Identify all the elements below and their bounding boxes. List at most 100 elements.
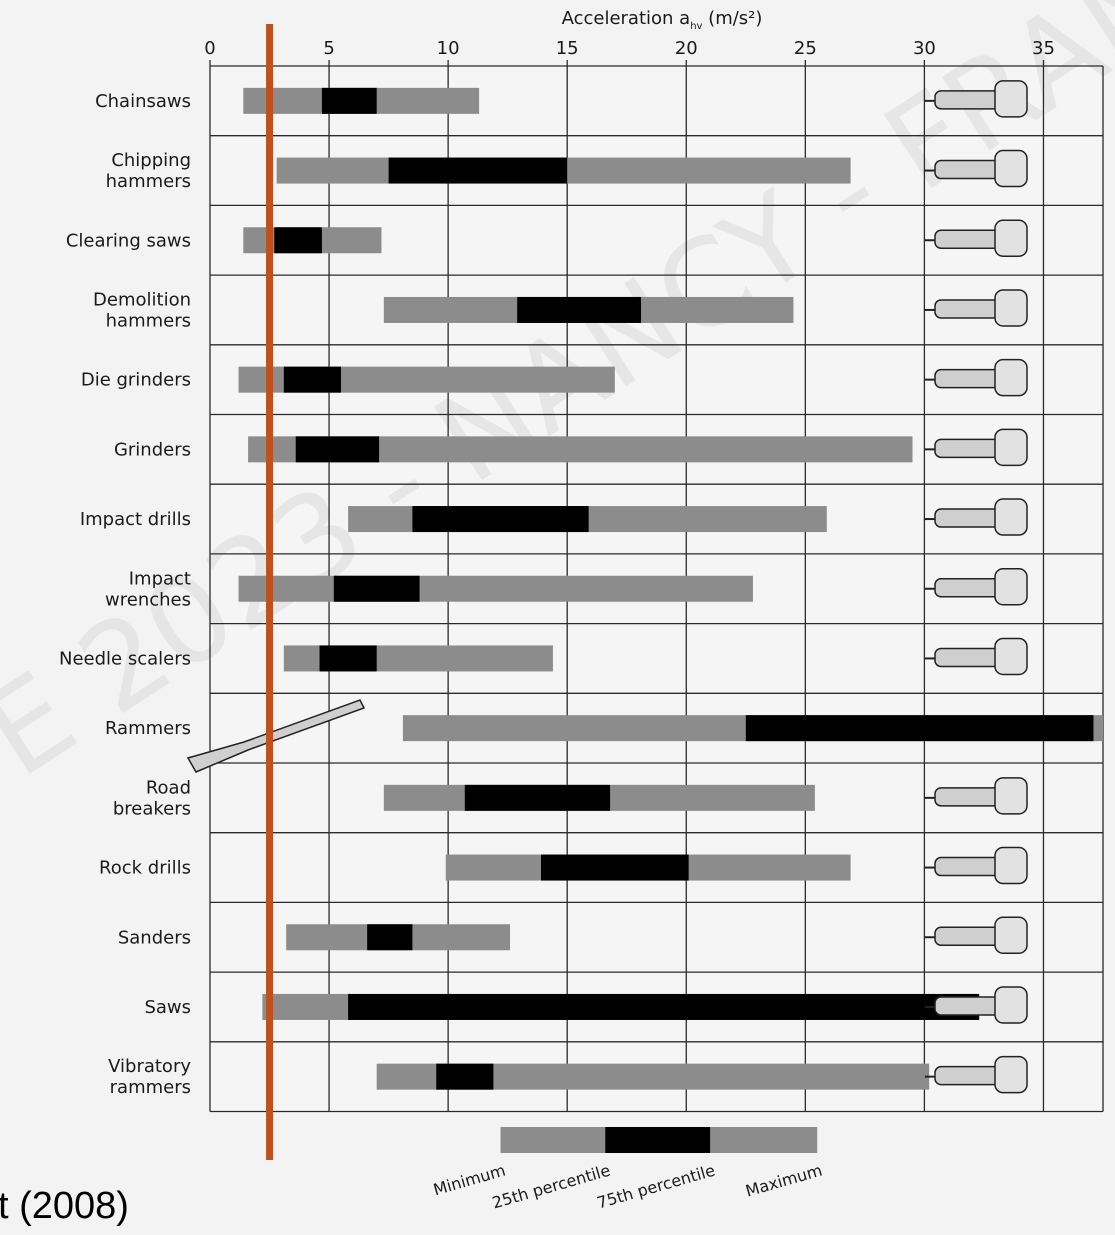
iqr-bar-9	[745, 715, 1094, 742]
iqr-bar-8	[319, 645, 377, 672]
iqr-bar-5	[295, 436, 380, 463]
sander-icon	[925, 916, 1028, 954]
chainsaw-icon	[925, 80, 1028, 118]
category-label-13: Saws	[144, 997, 191, 1018]
category-label-line: Rammers	[105, 718, 191, 739]
iqr-bar-12	[367, 924, 413, 951]
x-tick-label-20: 20	[675, 38, 698, 59]
category-label-line: Grinders	[114, 439, 191, 460]
sander-icon-handle	[994, 916, 1028, 954]
iqr-bar-4	[283, 366, 341, 393]
category-label-line: Impact drills	[80, 509, 191, 530]
category-label-line: Chainsaws	[95, 91, 191, 112]
vibratory-rammer-icon	[925, 1055, 1028, 1094]
saw-icon-handle	[994, 986, 1028, 1024]
iqr-bar-1	[388, 157, 568, 184]
x-axis-title: Acceleration ahv (m/s²)	[562, 8, 763, 32]
tool-icons	[186, 80, 1028, 1094]
clearing-saw-icon-handle	[994, 219, 1028, 257]
impact-drill-icon	[925, 498, 1028, 536]
rock-drill-icon-handle	[994, 846, 1028, 885]
die-grinder-icon-handle	[994, 358, 1028, 397]
category-label-line: hammers	[106, 310, 191, 331]
category-label-6: Impact drills	[80, 509, 191, 530]
impact-wrench-icon	[925, 568, 1028, 606]
iqr-bar-13	[348, 993, 980, 1020]
impact-drill-icon-handle	[994, 498, 1028, 536]
iqr-bar-11	[541, 854, 689, 881]
demolition-hammer-icon	[925, 289, 1028, 327]
category-label-0: Chainsaws	[95, 91, 191, 112]
category-label-line: Clearing saws	[66, 230, 191, 251]
vibratory-rammer-icon-handle	[994, 1055, 1028, 1094]
category-label-line: rammers	[110, 1077, 191, 1098]
category-label-line: Die grinders	[81, 370, 191, 391]
rammer-body	[186, 699, 366, 773]
impact-wrench-icon-handle	[994, 568, 1028, 606]
x-axis-title-main: Acceleration a	[562, 8, 691, 29]
x-tick-label-30: 30	[913, 38, 936, 59]
x-axis-title-unit: (m/s²)	[702, 8, 762, 29]
category-label-5: Grinders	[114, 439, 191, 460]
category-label-line: Sanders	[118, 927, 191, 948]
iqr-bar-10	[464, 784, 611, 811]
road-breaker-icon	[925, 777, 1028, 815]
legend-iqr-bar	[605, 1127, 711, 1153]
chipping-hammer-icon	[925, 149, 1028, 188]
iqr-bar-6	[412, 506, 589, 533]
category-label-11: Rock drills	[99, 858, 191, 879]
category-label-9: Rammers	[105, 718, 191, 739]
x-tick-label-35: 35	[1032, 38, 1055, 59]
x-axis-ticks: 0 5 10 15 20 25 30 35	[204, 38, 1055, 59]
category-label-line: Saws	[144, 997, 191, 1018]
rock-drill-icon	[925, 846, 1028, 885]
category-label-line: hammers	[106, 171, 191, 192]
iqr-bar-2	[274, 227, 322, 254]
iqr-bar-14	[436, 1063, 494, 1090]
category-label-12: Sanders	[118, 927, 191, 948]
saw-icon	[925, 986, 1028, 1024]
category-label-7: Impact wrenches	[105, 568, 191, 610]
road-breaker-icon-handle	[994, 777, 1028, 815]
category-label-line: wrenches	[105, 589, 191, 610]
clearing-saw-icon	[925, 219, 1028, 257]
needle-scaler-icon	[925, 637, 1028, 676]
category-label-line: Demolition	[93, 289, 191, 310]
x-tick-label-5: 5	[323, 38, 334, 59]
iqr-bar-0	[321, 87, 377, 114]
category-label-4: Die grinders	[81, 370, 191, 391]
source-citation: t (2008)	[0, 1185, 129, 1227]
category-label-line: Road	[146, 777, 191, 798]
x-axis-title-subscript: hv	[690, 21, 702, 32]
chainsaw-icon-handle	[994, 80, 1028, 118]
needle-scaler-icon-handle	[994, 637, 1028, 676]
x-tick-label-10: 10	[437, 38, 460, 59]
category-label-line: breakers	[113, 798, 191, 819]
x-tick-label-0: 0	[204, 38, 215, 59]
category-label-3: Demolition hammers	[93, 289, 191, 331]
angle-grinder-icon-handle	[994, 428, 1028, 467]
category-label-14: Vibratory rammers	[108, 1056, 191, 1098]
category-label-line: Needle scalers	[59, 648, 191, 669]
rammer-icon	[186, 699, 366, 773]
category-label-1: Chipping hammers	[106, 150, 191, 192]
x-tick-label-25: 25	[794, 38, 817, 59]
iqr-bar-3	[517, 296, 642, 323]
category-label-line: Impact	[129, 568, 191, 589]
die-grinder-icon	[925, 358, 1028, 397]
category-label-10: Road breakers	[113, 777, 191, 819]
demolition-hammer-icon-handle	[994, 289, 1028, 327]
iqr-bar-7	[333, 575, 420, 602]
range-bars	[238, 87, 1103, 1090]
category-label-2: Clearing saws	[66, 230, 191, 251]
category-label-8: Needle scalers	[59, 648, 191, 669]
category-label-line: Vibratory	[108, 1056, 191, 1077]
angle-grinder-icon	[925, 428, 1028, 467]
x-tick-label-15: 15	[556, 38, 579, 59]
category-label-line: Rock drills	[99, 858, 191, 879]
chipping-hammer-icon-handle	[994, 149, 1028, 188]
range-bar-7	[238, 575, 753, 602]
category-label-line: Chipping	[111, 150, 191, 171]
